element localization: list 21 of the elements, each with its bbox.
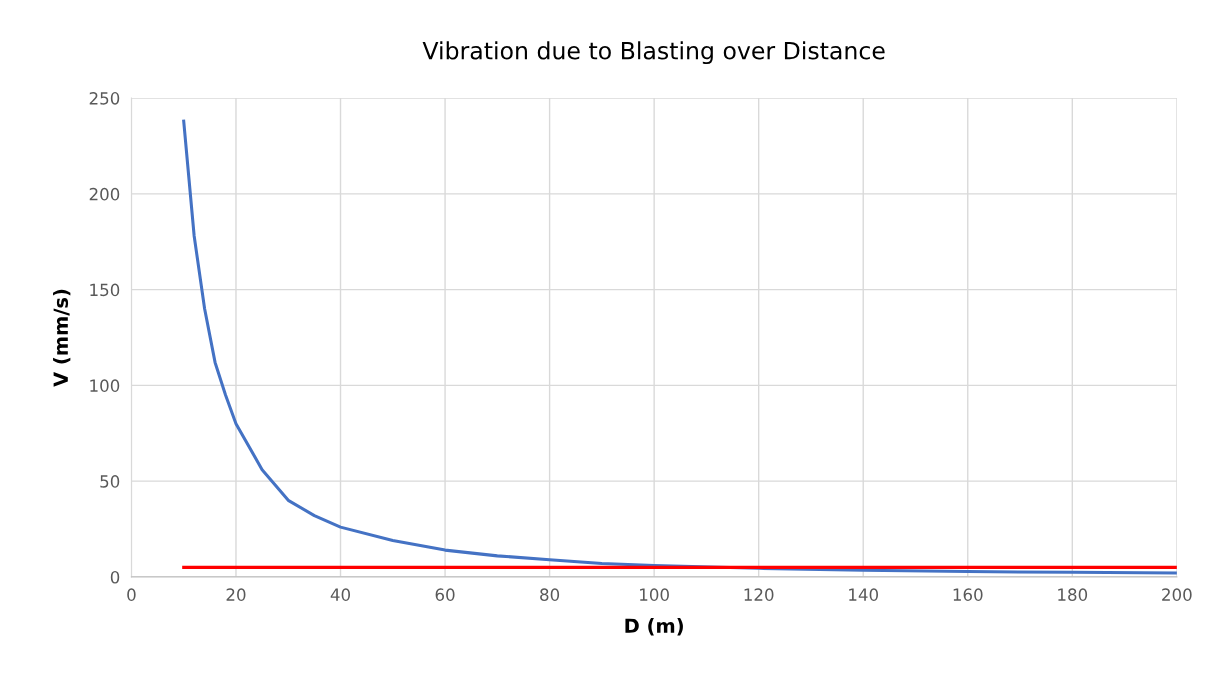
x-tick-label: 120 — [744, 588, 774, 601]
y-tick-label: 250 — [89, 92, 120, 105]
y-axis-title: V (mm/s) — [53, 289, 71, 387]
x-tick-label: 100 — [640, 588, 669, 601]
x-tick-label: 160 — [953, 588, 983, 601]
x-axis-title: D (m) — [625, 618, 683, 636]
y-tick-label: 200 — [89, 187, 120, 201]
chart-title: Vibration due to Blasting over Distance — [422, 41, 885, 65]
x-tick-label: 20 — [226, 588, 246, 601]
line-series — [182, 119, 1177, 575]
y-tick-label: 100 — [90, 379, 120, 392]
x-tick-label: 0 — [127, 588, 136, 601]
x-tick-label: 140 — [849, 588, 879, 601]
x-tick-label: 200 — [1162, 588, 1192, 601]
y-tick-label: 50 — [100, 475, 120, 488]
y-tick-label: 150 — [90, 283, 120, 297]
x-tick-label: 180 — [1058, 588, 1088, 601]
x-tick-label: 60 — [435, 588, 455, 601]
x-tick-label: 80 — [540, 588, 560, 601]
y-tick-label: 0 — [110, 570, 120, 584]
x-tick-label: 40 — [330, 588, 351, 601]
